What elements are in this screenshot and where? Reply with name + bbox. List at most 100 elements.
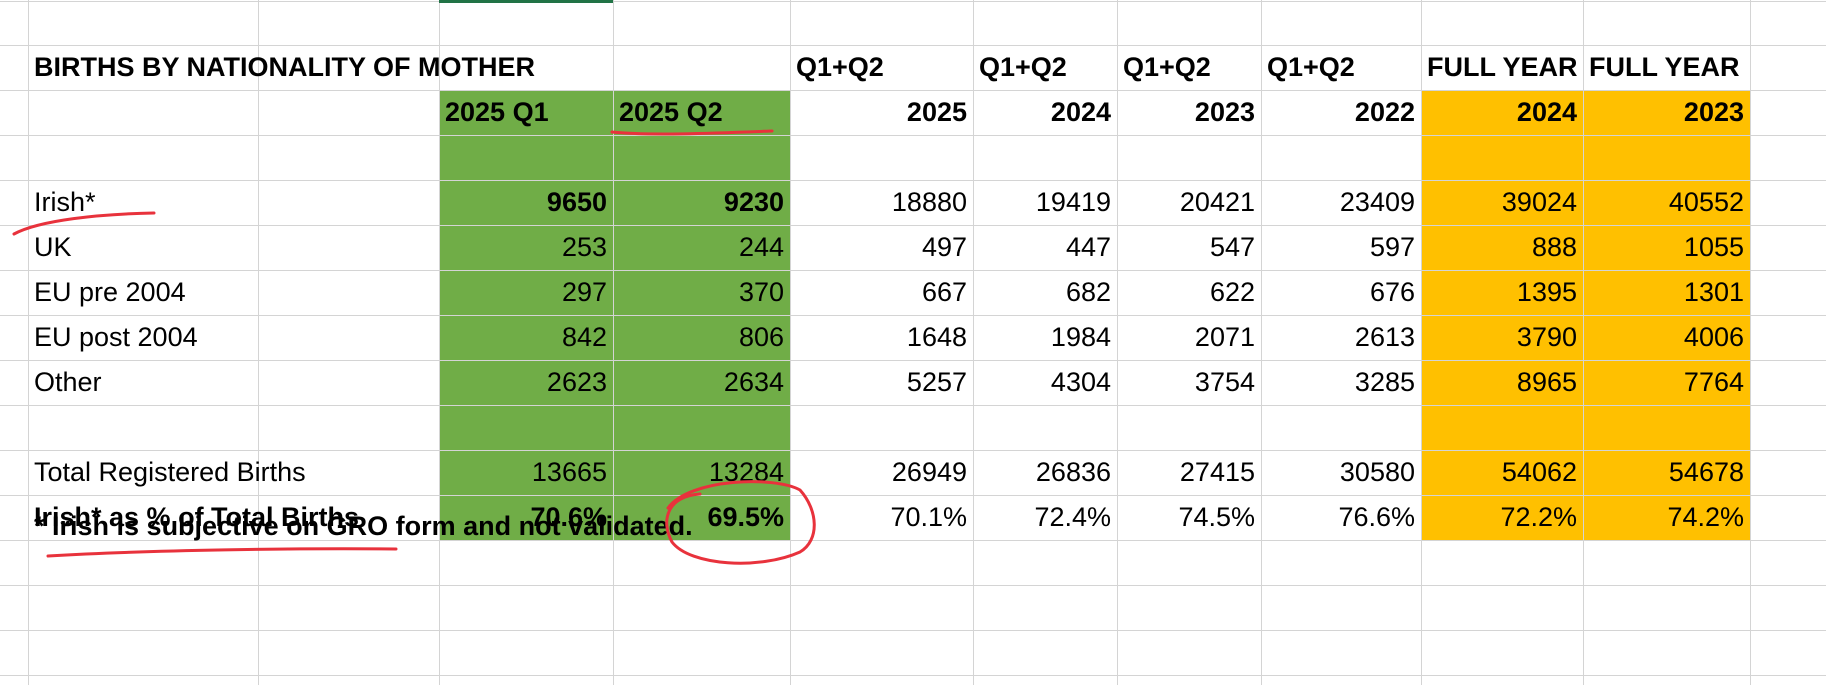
underline-2025-q2 — [610, 129, 774, 136]
column-header: 2023 — [1683, 97, 1744, 127]
table-cell: 72.2% — [1500, 502, 1577, 532]
table-cell: 9230 — [723, 187, 784, 217]
table-cell: 1301 — [1683, 277, 1744, 307]
table-cell: 2623 — [546, 367, 607, 397]
gridline-v — [1583, 0, 1584, 685]
table-cell: 244 — [738, 232, 784, 262]
gridline-h — [0, 495, 1826, 496]
gridline-h — [0, 1, 1826, 2]
gridline-h — [0, 45, 1826, 46]
row-label: Other — [34, 367, 102, 397]
gridline-h — [0, 450, 1826, 451]
table-cell: 54678 — [1668, 457, 1744, 487]
table-cell: 26836 — [1035, 457, 1111, 487]
gridline-v — [1421, 0, 1422, 685]
column-header: 2025 Q1 — [445, 97, 549, 127]
gridline-h — [0, 360, 1826, 361]
table-cell: 1648 — [906, 322, 967, 352]
gridline-h — [0, 180, 1826, 181]
group-header: Q1+Q2 — [796, 52, 884, 82]
table-cell: 4304 — [1050, 367, 1111, 397]
column-header: 2022 — [1354, 97, 1415, 127]
group-header: Q1+Q2 — [1267, 52, 1355, 82]
active-cell-marker — [439, 0, 613, 3]
table-cell: 9650 — [546, 187, 607, 217]
table-cell: 2071 — [1194, 322, 1255, 352]
gridline-h — [0, 270, 1826, 271]
row-label: EU pre 2004 — [34, 277, 186, 307]
table-cell: 806 — [738, 322, 784, 352]
table-cell: 54062 — [1501, 457, 1577, 487]
table-cell: 8965 — [1516, 367, 1577, 397]
table-cell: 72.4% — [1034, 502, 1111, 532]
table-cell: 1395 — [1516, 277, 1577, 307]
table-cell: 76.6% — [1338, 502, 1415, 532]
table-cell: 676 — [1369, 277, 1415, 307]
column-header: 2023 — [1194, 97, 1255, 127]
table-cell: 20421 — [1179, 187, 1255, 217]
table-cell: 297 — [561, 277, 607, 307]
table-cell: 2613 — [1354, 322, 1415, 352]
gridline-h — [0, 630, 1826, 631]
table-cell: 497 — [921, 232, 967, 262]
column-header: 2025 Q2 — [619, 97, 723, 127]
gridline-h — [0, 135, 1826, 136]
gridline-h — [0, 225, 1826, 226]
table-cell: 1984 — [1050, 322, 1111, 352]
table-cell: 26949 — [891, 457, 967, 487]
row-label: EU post 2004 — [34, 322, 198, 352]
table-cell: 13665 — [531, 457, 607, 487]
table-cell: 5257 — [906, 367, 967, 397]
table-cell: 27415 — [1179, 457, 1255, 487]
gridline-h — [0, 540, 1826, 541]
table-title: BIRTHS BY NATIONALITY OF MOTHER — [34, 52, 536, 82]
group-header: Q1+Q2 — [979, 52, 1067, 82]
gridline-h — [0, 675, 1826, 676]
gridline-v — [790, 0, 791, 685]
table-cell: 622 — [1209, 277, 1255, 307]
row-label: Total Registered Births — [34, 457, 306, 487]
gridline-v — [439, 0, 440, 685]
table-cell: 597 — [1369, 232, 1415, 262]
table-cell: 547 — [1209, 232, 1255, 262]
group-header: Q1+Q2 — [1123, 52, 1211, 82]
table-cell: 3285 — [1354, 367, 1415, 397]
gridline-h — [0, 405, 1826, 406]
table-cell: 888 — [1531, 232, 1577, 262]
table-cell: 370 — [738, 277, 784, 307]
gridline-h — [0, 315, 1826, 316]
table-cell: 253 — [561, 232, 607, 262]
underline-irish-percent — [46, 547, 398, 558]
row-label: UK — [34, 232, 72, 262]
table-cell: 70.1% — [890, 502, 967, 532]
table-cell: 7764 — [1683, 367, 1744, 397]
underline-irish-label — [12, 211, 156, 236]
table-cell: 842 — [561, 322, 607, 352]
gridline-v — [28, 0, 29, 685]
gridline-v — [1750, 0, 1751, 685]
table-cell: 682 — [1065, 277, 1111, 307]
footnote: * Irish is subjective on GRO form and no… — [34, 511, 693, 541]
table-cell: 74.5% — [1178, 502, 1255, 532]
gridline-v — [1261, 0, 1262, 685]
table-cell: 23409 — [1339, 187, 1415, 217]
row-label: Irish* — [34, 187, 96, 217]
table-cell: 18880 — [891, 187, 967, 217]
gridline-h — [0, 585, 1826, 586]
table-cell: 1055 — [1683, 232, 1744, 262]
table-cell: 69.5% — [707, 502, 784, 532]
table-cell: 4006 — [1683, 322, 1744, 352]
table-cell: 3790 — [1516, 322, 1577, 352]
table-cell: 39024 — [1501, 187, 1577, 217]
group-header: FULL YEAR — [1589, 52, 1740, 82]
column-header: 2025 — [906, 97, 967, 127]
row-label: Irish* as % of Total Births — [34, 502, 360, 532]
circle-irish-percent-q2 — [665, 480, 816, 565]
group-header: FULL YEAR — [1427, 52, 1578, 82]
column-header: 2024 — [1050, 97, 1111, 127]
gridline-v — [613, 0, 614, 685]
table-cell: 667 — [921, 277, 967, 307]
column-header: 2024 — [1516, 97, 1577, 127]
